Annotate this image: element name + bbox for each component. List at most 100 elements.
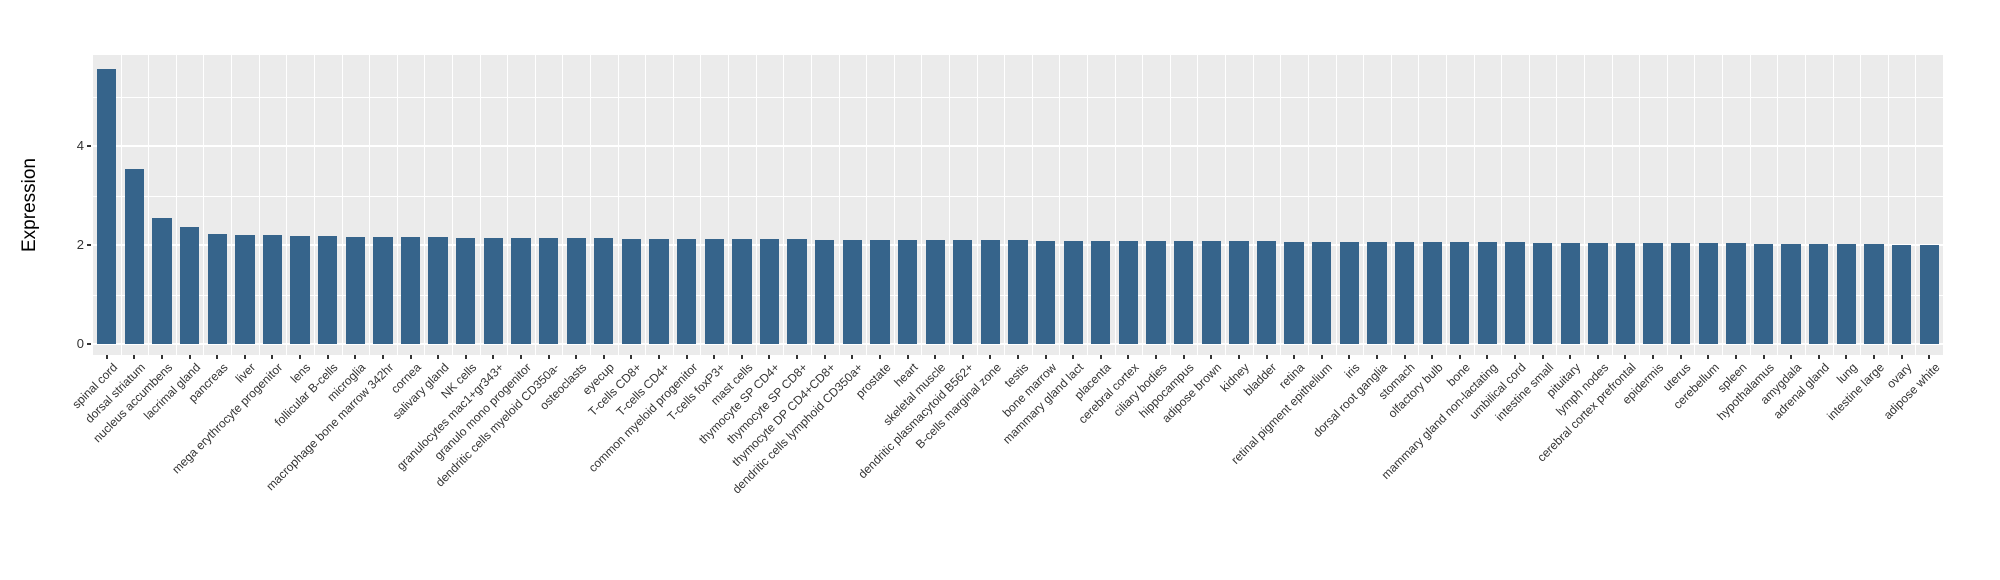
bar <box>152 218 172 344</box>
gridline-vertical <box>1804 55 1806 355</box>
gridline-vertical <box>1915 55 1917 355</box>
x-tick-mark <box>1099 355 1102 359</box>
x-tick-mark <box>381 355 384 359</box>
gridline-vertical <box>120 55 122 355</box>
bar <box>759 239 780 344</box>
bar <box>1174 241 1194 344</box>
gridline-vertical <box>1639 55 1641 355</box>
gridline-vertical <box>1142 55 1144 355</box>
bar <box>235 234 255 344</box>
gridline-vertical <box>1031 55 1033 355</box>
bar <box>1671 243 1691 344</box>
gridline-vertical <box>1528 55 1530 355</box>
bar <box>621 238 642 344</box>
bar <box>1008 240 1028 344</box>
bar <box>1698 243 1718 344</box>
x-tick-mark <box>1072 355 1075 359</box>
bar <box>704 239 724 344</box>
gridline-vertical <box>755 55 757 355</box>
bar <box>400 237 421 344</box>
x-tick-mark <box>685 355 688 359</box>
x-tick-mark <box>768 355 771 359</box>
x-tick-mark <box>1928 355 1931 359</box>
x-tick-mark <box>1707 355 1710 359</box>
x-tick-mark <box>133 355 136 359</box>
bar <box>732 239 752 344</box>
bar <box>1615 242 1636 344</box>
x-tick-mark <box>547 355 550 359</box>
gridline-vertical <box>203 55 205 355</box>
gridline-vertical <box>424 55 426 355</box>
x-tick-mark <box>851 355 854 359</box>
y-tick-mark <box>87 244 91 246</box>
gridline-vertical <box>1777 55 1779 355</box>
gridline-vertical <box>645 55 647 355</box>
gridline-vertical <box>175 55 177 355</box>
x-tick-mark <box>1817 355 1820 359</box>
bar <box>124 168 145 344</box>
bar <box>1477 242 1498 344</box>
y-tick-label: 0 <box>76 336 84 351</box>
bar <box>1809 243 1829 344</box>
gridline-vertical <box>1832 55 1834 355</box>
bar <box>676 238 697 344</box>
bar <box>1781 243 1801 344</box>
gridline-vertical <box>1473 55 1475 355</box>
x-tick-mark <box>326 355 329 359</box>
x-tick-mark <box>1541 355 1544 359</box>
gridline-vertical <box>838 55 840 355</box>
gridline-vertical <box>617 55 619 355</box>
gridline-vertical <box>479 55 481 355</box>
x-tick-mark <box>437 355 440 359</box>
gridline-vertical <box>396 55 398 355</box>
x-tick-mark <box>1790 355 1793 359</box>
x-tick-mark <box>1403 355 1406 359</box>
gridline-vertical <box>148 55 150 355</box>
bar <box>97 68 117 344</box>
x-tick-mark <box>354 355 357 359</box>
gridline-vertical <box>1363 55 1365 355</box>
gridline-vertical <box>1114 55 1116 355</box>
x-tick-mark <box>989 355 992 359</box>
x-tick-mark <box>1127 355 1130 359</box>
x-tick-mark <box>630 355 633 359</box>
x-tick-mark <box>464 355 467 359</box>
bar <box>1643 243 1663 344</box>
x-tick-mark <box>1155 355 1158 359</box>
gridline-vertical <box>1694 55 1696 355</box>
bar <box>566 238 586 344</box>
gridline-vertical <box>507 55 509 355</box>
x-tick-mark <box>492 355 495 359</box>
bar <box>1035 240 1056 344</box>
bar <box>1394 242 1415 344</box>
gridline-vertical <box>231 55 233 355</box>
x-tick-mark <box>575 355 578 359</box>
gridline-vertical <box>341 55 343 355</box>
x-tick-mark <box>740 355 743 359</box>
bar <box>1505 242 1525 344</box>
x-tick-mark <box>1762 355 1765 359</box>
x-tick-mark <box>1293 355 1296 359</box>
x-tick-mark <box>161 355 164 359</box>
bar <box>1532 242 1553 344</box>
gridline-vertical <box>1887 55 1889 355</box>
x-tick-mark <box>1431 355 1434 359</box>
gridline-vertical <box>1722 55 1724 355</box>
x-tick-mark <box>878 355 881 359</box>
bar <box>538 238 559 344</box>
bar <box>897 239 918 344</box>
gridline-vertical <box>1556 55 1558 355</box>
bar <box>1256 241 1277 344</box>
gridline-vertical <box>783 55 785 355</box>
bar <box>925 240 945 344</box>
bar <box>483 237 504 344</box>
bar <box>815 239 835 344</box>
bar <box>1450 242 1470 344</box>
gridline-vertical <box>562 55 564 355</box>
x-tick-mark <box>1514 355 1516 359</box>
bar <box>373 236 393 344</box>
bar <box>1229 241 1249 344</box>
bar <box>649 238 669 344</box>
x-tick-mark <box>1679 355 1682 359</box>
